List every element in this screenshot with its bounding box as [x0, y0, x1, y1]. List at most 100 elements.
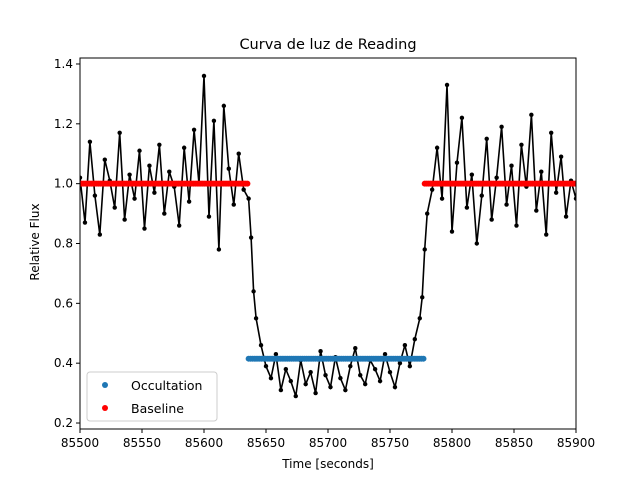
- flux-point: [422, 247, 427, 252]
- flux-point: [253, 316, 259, 321]
- flux-point: [278, 387, 284, 393]
- flux-point: [283, 366, 289, 372]
- x-tick-label: 85600: [185, 436, 223, 450]
- flux-point: [186, 199, 192, 204]
- flux-point: [534, 208, 539, 213]
- flux-point: [236, 151, 241, 156]
- flux-point: [392, 384, 398, 390]
- chart-title: Curva de luz de Reading: [239, 37, 416, 53]
- flux-point: [417, 316, 422, 321]
- flux-point: [553, 190, 559, 195]
- x-tick-label: 85900: [557, 436, 595, 450]
- flux-point: [167, 169, 172, 174]
- flux-point: [444, 82, 450, 88]
- flux-point: [263, 363, 269, 369]
- flux-point: [92, 193, 98, 198]
- flux-point: [157, 142, 162, 147]
- flux-point: [288, 378, 293, 384]
- flux-point: [117, 130, 122, 135]
- legend-label-baseline: Baseline: [131, 401, 184, 416]
- flux-point: [558, 154, 564, 159]
- flux-point: [147, 163, 152, 168]
- flux-point: [303, 381, 308, 387]
- flux-point: [402, 343, 408, 348]
- flux-point: [221, 103, 227, 109]
- flux-point: [489, 217, 494, 222]
- flux-point: [251, 289, 256, 294]
- flux-point: [226, 166, 231, 171]
- flux-point: [509, 163, 514, 168]
- y-tick-label: 1.4: [54, 57, 73, 71]
- flux-point: [353, 346, 358, 351]
- y-axis-label: Relative Flux: [28, 203, 42, 280]
- flux-point: [474, 241, 479, 246]
- flux-point: [112, 205, 117, 210]
- flux-point: [191, 127, 197, 133]
- flux-point: [514, 223, 519, 228]
- flux-point: [201, 73, 207, 79]
- flux-point: [425, 211, 430, 216]
- y-tick-label: 0.8: [54, 237, 73, 251]
- x-tick-label: 85500: [61, 436, 99, 450]
- flux-point: [439, 196, 445, 201]
- flux-point: [102, 157, 108, 162]
- flux-point: [343, 387, 348, 393]
- x-tick-label: 85650: [247, 436, 285, 450]
- flux-point: [519, 142, 524, 147]
- flux-point: [211, 118, 217, 124]
- flux-point: [142, 226, 147, 231]
- baseline-point: [244, 180, 251, 187]
- flux-point: [241, 187, 246, 192]
- flux-point: [484, 136, 489, 141]
- flux-point: [132, 196, 137, 201]
- flux-point: [273, 352, 279, 357]
- flux-point: [258, 343, 264, 348]
- flux-point: [323, 372, 328, 378]
- flux-point: [363, 381, 368, 387]
- flux-point: [82, 220, 88, 225]
- flux-point: [372, 366, 378, 372]
- flux-point: [539, 169, 544, 174]
- flux-point: [529, 112, 534, 118]
- flux-point: [407, 363, 413, 369]
- x-tick-label: 85800: [433, 436, 471, 450]
- y-tick-label: 0.6: [54, 296, 73, 310]
- flux-point: [563, 214, 569, 219]
- flux-point: [87, 139, 93, 144]
- flux-point: [328, 384, 333, 390]
- flux-point: [348, 363, 353, 369]
- x-tick-label: 85750: [371, 436, 409, 450]
- flux-point: [248, 235, 254, 240]
- flux-point: [318, 349, 323, 354]
- flux-point: [459, 115, 465, 121]
- flux-point: [293, 393, 298, 399]
- flux-point: [469, 172, 475, 177]
- flux-point: [127, 172, 132, 177]
- flux-point: [573, 196, 576, 201]
- flux-point: [268, 375, 274, 381]
- flux-point: [504, 202, 509, 207]
- legend-marker-occultation: [102, 382, 108, 388]
- x-tick-label: 85850: [495, 436, 533, 450]
- y-tick-label: 0.4: [54, 356, 73, 370]
- flux-point: [122, 217, 127, 222]
- flux-point: [544, 232, 549, 237]
- flux-point: [231, 202, 236, 207]
- flux-point: [358, 372, 363, 378]
- flux-point: [177, 223, 182, 228]
- axis-ticks: 85500 85550 85600 85650 85700 85750 85800 85850…: [54, 57, 595, 450]
- flux-point: [181, 145, 187, 150]
- legend: Occultation Baseline: [86, 371, 218, 422]
- flux-point: [464, 205, 470, 210]
- flux-point: [387, 369, 393, 375]
- flux-point: [377, 378, 383, 384]
- y-tick-label: 1.2: [54, 117, 73, 131]
- occultation-point: [420, 355, 427, 362]
- flux-point: [97, 232, 103, 237]
- flux-point: [313, 390, 318, 396]
- y-tick-label: 1.0: [54, 177, 73, 191]
- x-tick-label: 85700: [309, 436, 347, 450]
- flux-point: [216, 247, 222, 252]
